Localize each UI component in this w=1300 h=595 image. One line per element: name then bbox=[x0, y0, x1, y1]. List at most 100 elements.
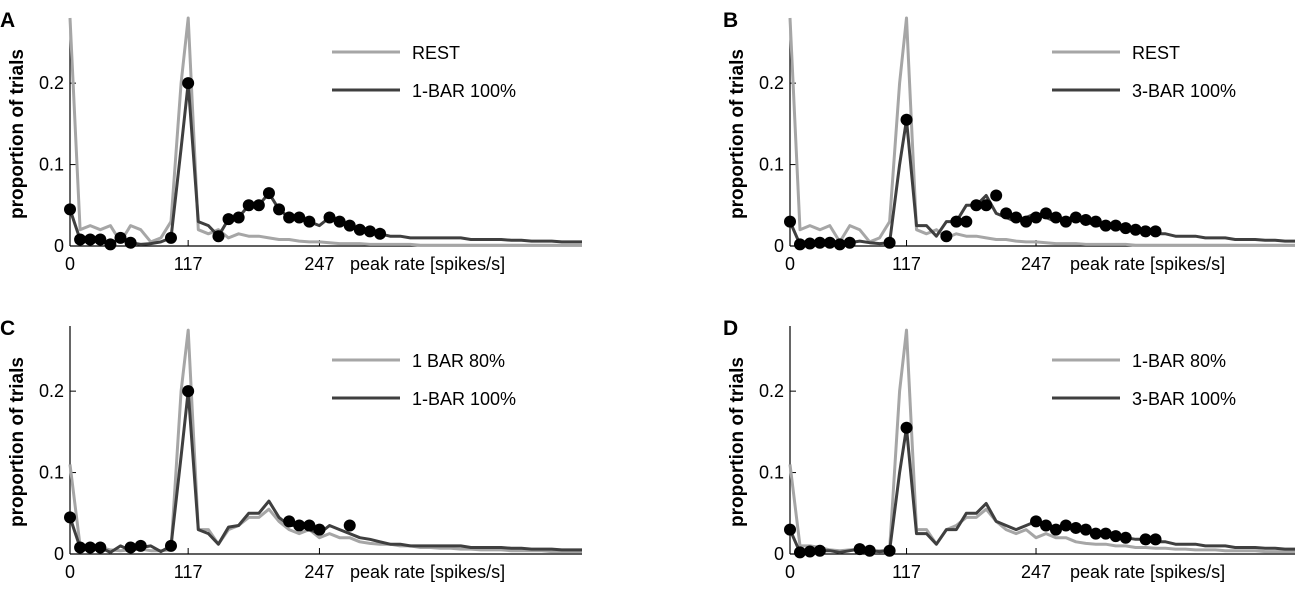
data-point bbox=[1049, 211, 1062, 224]
data-point bbox=[793, 546, 806, 559]
data-point bbox=[803, 545, 816, 558]
x-axis-label: peak rate [spikes/s] bbox=[1070, 254, 1225, 274]
y-tick-label: 0.2 bbox=[759, 73, 784, 93]
panel-letter: B bbox=[723, 9, 738, 32]
series-line-2 bbox=[788, 118, 1295, 246]
data-point bbox=[303, 519, 316, 532]
panel-letter: C bbox=[0, 317, 15, 340]
data-point bbox=[212, 230, 225, 243]
data-point bbox=[1139, 533, 1152, 546]
y-axis-label: proportion of trials bbox=[7, 49, 28, 219]
data-point bbox=[900, 421, 913, 434]
y-tick-label: 0.1 bbox=[39, 155, 64, 175]
x-tick-label: 247 bbox=[1021, 562, 1051, 582]
data-point bbox=[1109, 219, 1122, 232]
y-tick-label: 0.2 bbox=[759, 381, 784, 401]
series-line-2 bbox=[68, 81, 582, 246]
x-tick-label: 247 bbox=[304, 562, 334, 582]
data-point bbox=[222, 213, 235, 226]
data-point bbox=[960, 215, 973, 228]
data-point bbox=[1000, 207, 1013, 220]
data-point bbox=[813, 544, 826, 557]
data-point bbox=[784, 215, 796, 228]
data-point bbox=[134, 539, 147, 552]
legend-label-2: 3-BAR 100% bbox=[1132, 389, 1236, 409]
data-point bbox=[313, 523, 326, 536]
data-point bbox=[283, 211, 296, 224]
y-tick-label: 0.2 bbox=[39, 73, 64, 93]
data-point bbox=[232, 211, 245, 224]
x-tick-label: 117 bbox=[174, 562, 203, 582]
data-point bbox=[94, 541, 107, 554]
data-point bbox=[1059, 519, 1072, 532]
data-point bbox=[74, 541, 87, 554]
data-point bbox=[114, 231, 127, 244]
legend-label-2: 1-BAR 100% bbox=[412, 389, 516, 409]
data-point bbox=[1069, 521, 1082, 534]
data-point bbox=[1149, 533, 1162, 546]
x-tick-label: 0 bbox=[65, 562, 75, 582]
legend-label-2: 1-BAR 100% bbox=[412, 81, 516, 101]
data-point bbox=[1020, 215, 1033, 228]
data-point bbox=[74, 233, 87, 246]
data-point bbox=[293, 519, 306, 532]
data-point bbox=[1049, 523, 1062, 536]
series-line-1 bbox=[68, 328, 582, 554]
data-point bbox=[1089, 215, 1102, 228]
data-point bbox=[950, 215, 963, 228]
data-point bbox=[833, 238, 846, 251]
data-point bbox=[1059, 215, 1072, 228]
data-point bbox=[1139, 225, 1152, 238]
data-point bbox=[353, 223, 366, 236]
data-point bbox=[843, 236, 856, 249]
series-line-1 bbox=[68, 16, 582, 247]
data-point bbox=[252, 199, 265, 212]
x-tick-label: 247 bbox=[1021, 254, 1051, 274]
data-point bbox=[374, 227, 387, 240]
data-point bbox=[1099, 527, 1112, 540]
y-tick-label: 0.2 bbox=[39, 381, 64, 401]
data-point bbox=[813, 236, 826, 249]
data-point bbox=[853, 543, 866, 556]
data-point bbox=[303, 215, 316, 228]
data-point bbox=[1129, 223, 1142, 236]
data-point bbox=[1109, 530, 1122, 543]
y-tick-label: 0 bbox=[54, 544, 64, 564]
data-point bbox=[1069, 211, 1082, 224]
data-point bbox=[164, 231, 177, 244]
legend-label-1: REST bbox=[412, 43, 460, 63]
legend-label-1: 1-BAR 80% bbox=[1132, 351, 1226, 371]
data-point bbox=[1149, 225, 1162, 238]
y-tick-label: 0 bbox=[774, 236, 784, 256]
data-point bbox=[793, 238, 806, 251]
data-point bbox=[182, 77, 195, 90]
x-tick-label: 0 bbox=[785, 562, 795, 582]
x-tick-label: 117 bbox=[892, 254, 921, 274]
data-point bbox=[333, 215, 346, 228]
data-point bbox=[164, 539, 177, 552]
data-point bbox=[64, 203, 76, 216]
data-point bbox=[343, 519, 356, 532]
data-point bbox=[1079, 213, 1092, 226]
x-tick-label: 0 bbox=[785, 254, 795, 274]
panel-a: A 0 0.1 0.2 0 117 247 peak rate [spikes/s] propo… bbox=[0, 9, 582, 274]
data-point bbox=[970, 199, 983, 212]
data-point bbox=[323, 211, 336, 224]
x-tick-label: 0 bbox=[65, 254, 75, 274]
data-point bbox=[900, 113, 913, 126]
data-point bbox=[84, 233, 97, 246]
y-tick-label: 0.1 bbox=[759, 463, 784, 483]
data-point bbox=[1099, 219, 1112, 232]
data-point bbox=[124, 236, 137, 249]
y-tick-label: 0.1 bbox=[759, 155, 784, 175]
x-axis-label: peak rate [spikes/s] bbox=[1070, 562, 1225, 582]
data-point bbox=[273, 203, 286, 216]
data-point bbox=[863, 544, 876, 557]
data-point bbox=[242, 199, 255, 212]
data-point bbox=[940, 230, 953, 243]
data-point bbox=[262, 187, 275, 200]
series-line-2 bbox=[68, 389, 582, 554]
data-point bbox=[1089, 527, 1102, 540]
data-point bbox=[363, 225, 376, 238]
